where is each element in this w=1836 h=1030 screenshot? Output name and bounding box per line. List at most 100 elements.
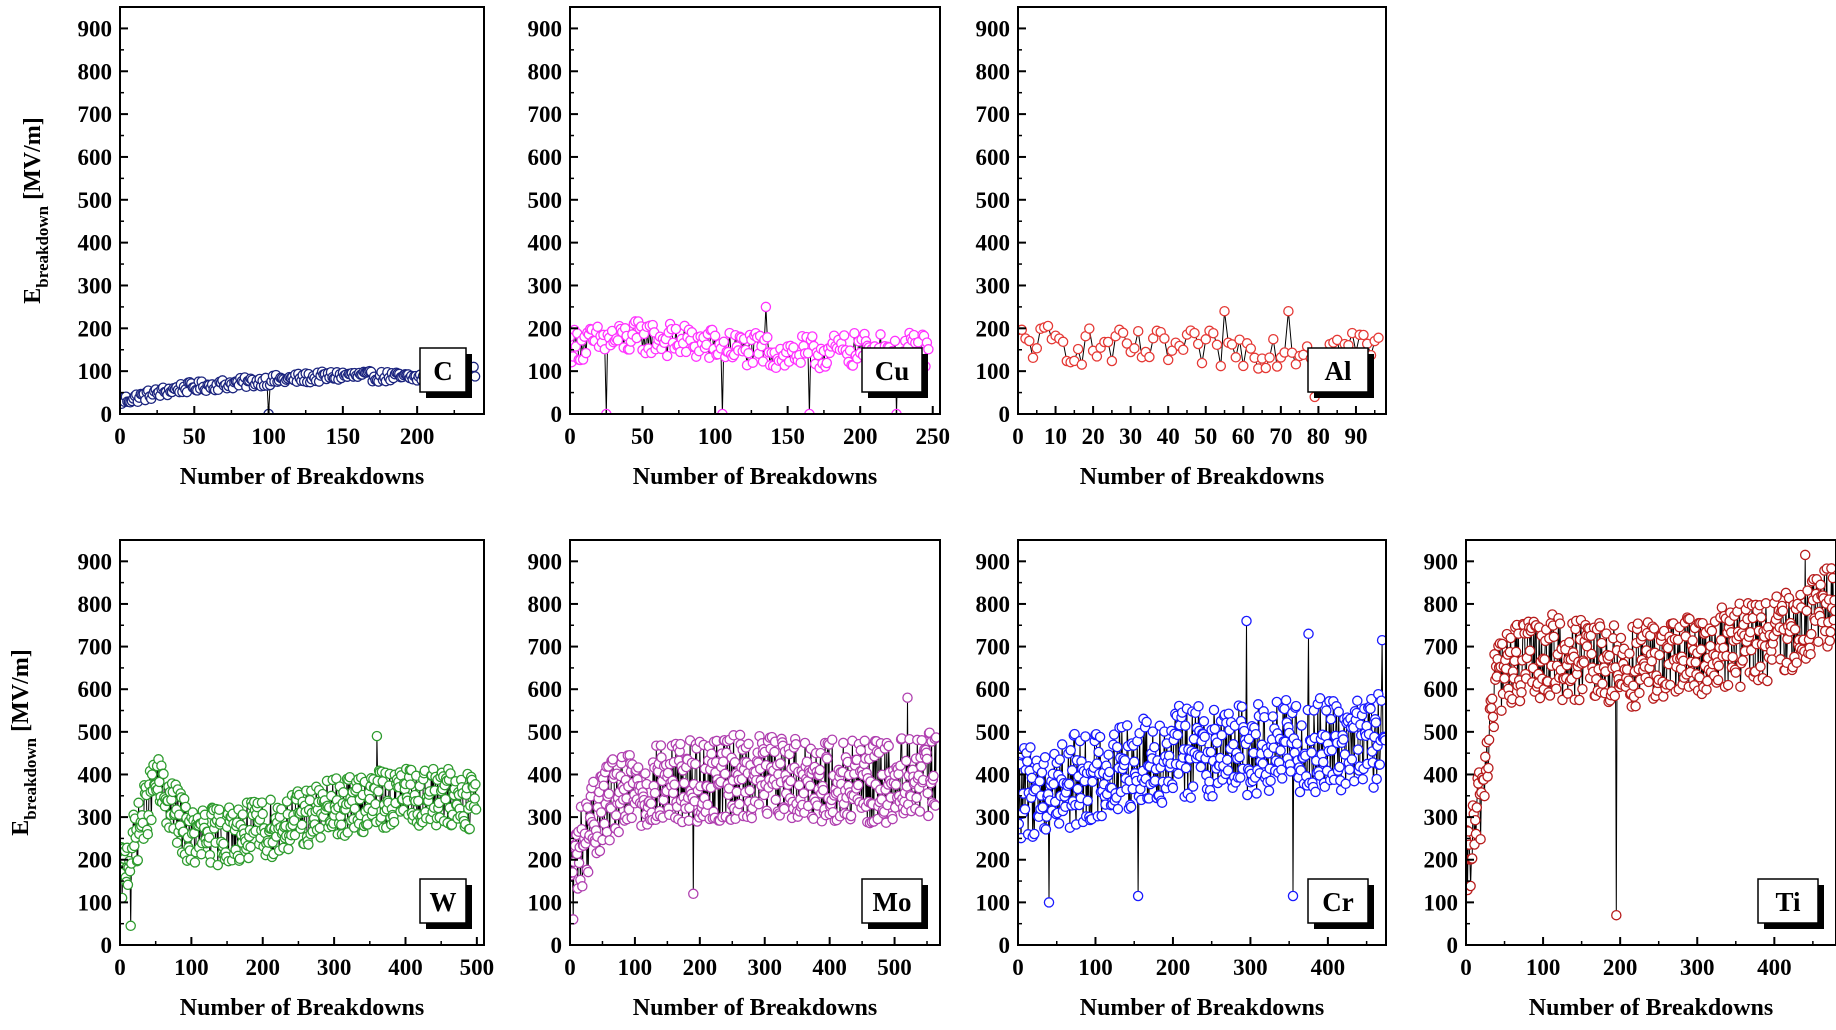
y-tick-label: 300	[976, 273, 1011, 298]
y-tick-label: 600	[976, 677, 1011, 702]
data-point	[604, 835, 615, 846]
data-point	[582, 866, 594, 878]
data-point	[893, 768, 904, 780]
data-point	[1103, 749, 1114, 760]
data-point	[1813, 636, 1824, 647]
y-tick-label: 800	[78, 59, 113, 84]
y-tick-label: 600	[1424, 677, 1459, 702]
y-tick-label: 300	[1424, 805, 1459, 830]
data-point	[1609, 690, 1621, 702]
y-tick-label: 800	[528, 59, 563, 84]
material-label: Al	[1325, 356, 1352, 386]
data-point	[690, 758, 701, 770]
data-point	[1019, 804, 1031, 815]
data-point	[1082, 795, 1093, 806]
data-point	[807, 331, 818, 342]
data-point	[1486, 702, 1497, 714]
data-point	[1801, 605, 1812, 617]
x-tick-label: 300	[747, 955, 782, 980]
y-tick-label: 300	[78, 273, 113, 298]
data-point	[1371, 773, 1382, 785]
data-point	[234, 853, 246, 865]
data-point	[1211, 737, 1223, 748]
plot-frame	[569, 539, 941, 946]
data-point	[1306, 747, 1317, 758]
data-point	[1268, 333, 1279, 345]
label-box	[1757, 878, 1819, 924]
data-point	[821, 357, 833, 369]
data-point	[1230, 352, 1242, 363]
data-point	[1241, 615, 1252, 627]
x-tick-label: 30	[1119, 424, 1142, 449]
y-tick-label: 0	[551, 933, 563, 958]
data-point	[237, 809, 249, 820]
material-label: Cr	[1322, 887, 1353, 917]
chart-panel-cr: 0 100 200 300 400 500 600 700 800 900 0 100 200 300 40…	[976, 539, 1387, 1021]
data-point	[1534, 692, 1546, 704]
data-point	[388, 816, 400, 828]
data-point	[1187, 781, 1199, 792]
data-point	[1228, 739, 1239, 750]
y-tick-label: 400	[1424, 762, 1459, 787]
y-tick-label: 900	[528, 16, 563, 41]
data-point	[1574, 694, 1585, 706]
data-point	[1287, 890, 1299, 902]
data-point	[1029, 828, 1040, 840]
material-label: Cu	[875, 356, 910, 386]
plot-frame	[1017, 6, 1387, 415]
data-point	[1314, 693, 1326, 704]
data-point	[1789, 624, 1801, 635]
data-point	[171, 837, 183, 848]
data-point	[1615, 632, 1627, 644]
data-point	[1578, 657, 1590, 668]
data-point	[1604, 650, 1615, 662]
data-point	[1204, 776, 1215, 787]
y-tick-label: 100	[78, 359, 113, 384]
data-point	[1091, 758, 1103, 769]
series-markers	[120, 730, 482, 932]
data-point	[1057, 336, 1069, 348]
data-point	[1303, 628, 1314, 640]
data-point	[1339, 749, 1351, 760]
data-point	[610, 810, 622, 821]
data-point	[1195, 761, 1207, 773]
data-point	[923, 344, 934, 355]
data-point	[1280, 694, 1292, 706]
data-point	[1505, 632, 1516, 644]
data-point	[1027, 352, 1039, 364]
material-label: W	[430, 887, 457, 917]
y-tick-label: 700	[528, 635, 563, 660]
data-point	[1048, 778, 1059, 790]
data-point	[1290, 700, 1302, 712]
chart-panel-ti: 0 100 200 300 400 500 600 700 800 900 0 100 200 300 40…	[1424, 539, 1836, 1021]
data-point	[1365, 703, 1376, 715]
y-tick-label: 400	[78, 762, 113, 787]
data-point	[1156, 797, 1168, 808]
data-point	[1087, 776, 1098, 788]
data-point	[921, 753, 933, 765]
data-point	[1208, 327, 1219, 339]
data-point	[1144, 351, 1155, 363]
data-point	[570, 867, 578, 878]
data-point	[1352, 695, 1363, 707]
data-point	[1236, 701, 1248, 712]
data-point	[146, 769, 158, 780]
data-point	[1031, 343, 1043, 354]
y-tick-label: 200	[976, 848, 1011, 873]
y-tick-label: 0	[101, 402, 113, 427]
y-tick-label: 800	[78, 592, 113, 617]
x-tick-label: 0	[114, 955, 126, 980]
data-point	[852, 779, 864, 791]
data-point	[1025, 742, 1036, 753]
data-point	[1577, 683, 1588, 695]
x-tick-label: 200	[1603, 955, 1638, 980]
data-point	[245, 841, 256, 853]
data-point	[1129, 343, 1140, 354]
data-point	[1216, 729, 1228, 741]
data-point	[598, 780, 610, 791]
data-point	[1712, 674, 1724, 686]
y-tick-label: 300	[528, 273, 563, 298]
data-point	[218, 838, 229, 849]
data-point	[595, 807, 607, 818]
y-tick-label: 600	[528, 145, 563, 170]
